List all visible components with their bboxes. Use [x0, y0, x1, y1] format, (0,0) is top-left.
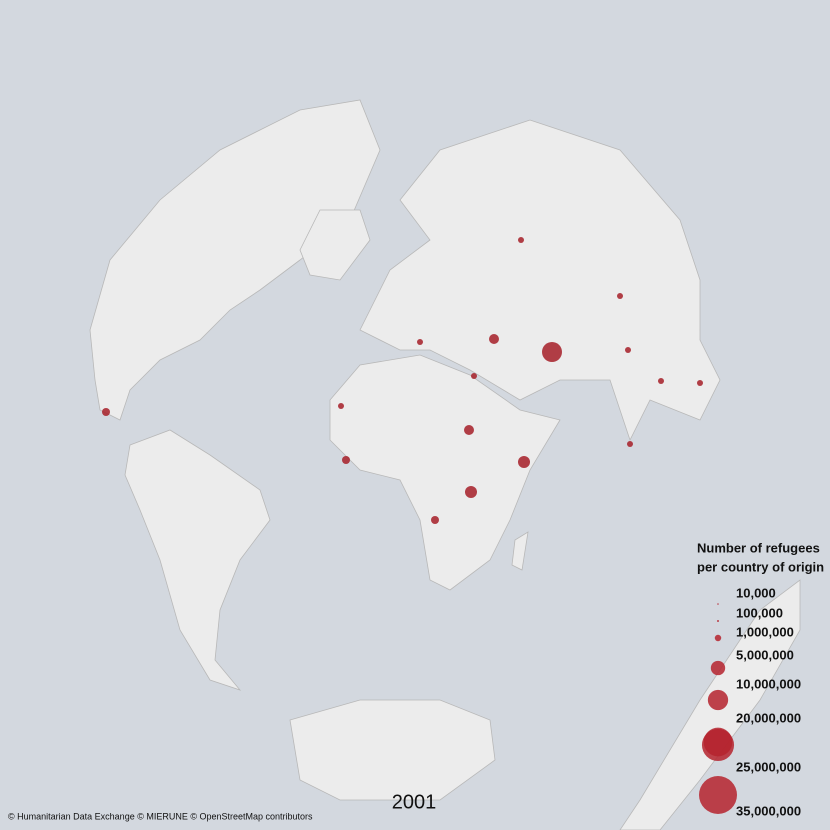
bubble	[417, 339, 423, 345]
year-label: 2001	[392, 791, 437, 813]
legend-circle	[717, 603, 719, 605]
bubble	[489, 334, 499, 344]
bubble	[542, 342, 562, 362]
bubble	[617, 293, 623, 299]
legend-title: Number of refugees	[697, 540, 820, 555]
legend-label: 100,000	[736, 605, 783, 620]
africa	[329, 354, 561, 591]
bubble	[658, 378, 664, 384]
bubble	[102, 408, 110, 416]
legend-label: 10,000	[736, 585, 776, 600]
legend-circle	[710, 660, 726, 676]
legend-circle	[716, 619, 720, 623]
madagascar	[511, 531, 529, 571]
legend-label: 25,000,000	[736, 759, 801, 774]
bubble	[625, 347, 631, 353]
bubble	[342, 456, 350, 464]
bubble	[518, 237, 524, 243]
bubble	[464, 425, 474, 435]
bubble	[697, 380, 703, 386]
legend-label: 1,000,000	[736, 624, 794, 639]
legend-circle	[714, 634, 722, 642]
eurasia	[359, 119, 721, 442]
north-america	[89, 99, 381, 421]
legend-subtitle: per country of origin	[697, 559, 824, 574]
attribution: © Humanitarian Data Exchange © MIERUNE ©…	[8, 811, 313, 821]
legend-label: 20,000,000	[736, 710, 801, 725]
antarctica	[289, 699, 496, 801]
greenland	[299, 209, 371, 281]
bubble	[518, 456, 530, 468]
legend-circle	[707, 689, 729, 711]
legend-label: 35,000,000	[736, 803, 801, 818]
legend-circle	[699, 776, 737, 814]
landmasses	[89, 99, 801, 830]
bubble	[471, 373, 477, 379]
refugee-bubbles	[102, 237, 703, 524]
legend-label: 10,000,000	[736, 676, 801, 691]
bubble	[627, 441, 633, 447]
legend-label: 5,000,000	[736, 647, 794, 662]
south-america	[124, 429, 271, 691]
bubble	[431, 516, 439, 524]
legend-circle	[701, 728, 735, 762]
bubble	[338, 403, 344, 409]
bubble	[465, 486, 477, 498]
